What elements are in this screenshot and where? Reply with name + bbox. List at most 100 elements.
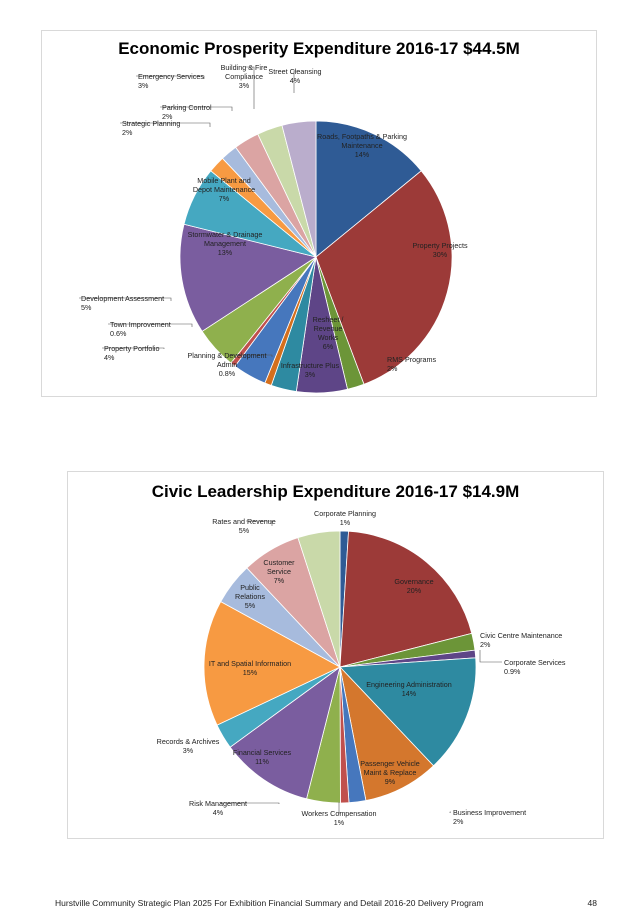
economic-prosperity-chart: Economic Prosperity Expenditure 2016-17 … (41, 30, 597, 397)
slice-label: Stormwater & Drainage Management 13% (188, 230, 263, 257)
slice-label: Customer Service 7% (263, 558, 295, 585)
slice-label: Workers Compensation 1% (302, 809, 377, 827)
slice-label-line: Compliance (225, 72, 263, 81)
slice-label-line: Relations (235, 592, 265, 601)
slice-label-line: Maint & Replace (364, 768, 417, 777)
slice-label-line: Planning & Development (187, 351, 266, 360)
slice-label: Street Cleansing 4% (268, 67, 321, 85)
pie-slice (339, 657, 477, 767)
slice-label: Civic Centre Maintenance 2% (480, 631, 562, 649)
slice-label: Records & Archives 3% (157, 737, 220, 755)
slice-label-line: 5% (81, 303, 92, 312)
slice-label-line: 11% (255, 757, 269, 766)
slice-label-line: 6% (323, 342, 334, 351)
leader-line (293, 70, 297, 93)
slice-label-line: 9% (385, 777, 396, 786)
slice-label-line: 5% (245, 601, 256, 610)
slice-label-line: Management (204, 239, 246, 248)
slice-label: Strategic Planning 2% (122, 119, 180, 137)
slice-label-line: 0.6% (110, 329, 127, 338)
slice-label-line: 2% (480, 640, 491, 649)
slice-label: Planning & Development Admin 0.8% (187, 351, 266, 378)
slice-label-line: 0.8% (219, 369, 236, 378)
slice-label-line: Property Projects (412, 241, 468, 250)
slice-label-line: IT and Spatial Information (209, 659, 291, 668)
slice-label-line: 7% (274, 576, 285, 585)
slice-label-line: Property Portfolio (104, 344, 160, 353)
slice-label-line: Works (318, 333, 339, 342)
slice-label-line: Infrastructure Plus (281, 361, 340, 370)
slice-label: Building & Fire Compliance 3% (221, 63, 268, 90)
slice-label-line: Rates and Revenue (212, 517, 276, 526)
slice-label-line: Strategic Planning (122, 119, 180, 128)
slice-label-line: 20% (407, 586, 422, 595)
slice-label-line: 4% (104, 353, 115, 362)
leader-line (246, 66, 255, 109)
slice-label: Resheet / Revenue Works 6% (313, 315, 344, 351)
slice-label-line: 1% (340, 518, 351, 527)
slice-label-line: 5% (239, 526, 250, 535)
pie-slice (315, 120, 422, 258)
footer-text: Hurstville Community Strategic Plan 2025… (55, 898, 484, 908)
pie-slice (315, 170, 453, 385)
leader-line (136, 75, 205, 79)
leader-line (102, 347, 165, 349)
slice-label: Financial Services 11% (233, 748, 292, 766)
slice-label-line: 3% (239, 81, 250, 90)
slice-label-line: Stormwater & Drainage (188, 230, 263, 239)
leader-line (479, 650, 502, 663)
slice-label: Infrastructure Plus 3% (281, 361, 340, 379)
slice-label-line: Workers Compensation (302, 809, 377, 818)
civic-leadership-chart: Civic Leadership Expenditure 2016-17 $14… (67, 471, 604, 839)
slice-label-line: Town Improvement (110, 320, 171, 329)
slice-label-line: RMS Programs (387, 355, 437, 364)
slice-label-line: Building & Fire (221, 63, 268, 72)
slice-label: Town Improvement 0.6% (110, 320, 171, 338)
slice-label-line: 13% (218, 248, 233, 257)
slice-label-line: Financial Services (233, 748, 292, 757)
slice-label-line: Business Improvement (453, 808, 526, 817)
slice-label-line: Revenue (314, 324, 343, 333)
slice-label-line: Records & Archives (157, 737, 220, 746)
slice-label-line: Passenger Vehicle (360, 759, 420, 768)
slice-label-line: Corporate Services (504, 658, 566, 667)
slice-label-line: 2% (387, 364, 398, 373)
slice-label-line: Civic Centre Maintenance (480, 631, 562, 640)
slice-label: Development Assessment 5% (81, 294, 164, 312)
slice-label-line: Roads, Footpaths & Parking (317, 132, 407, 141)
slice-label-line: 7% (219, 194, 230, 203)
slice-label-line: 1% (334, 818, 345, 827)
slice-label-line: 2% (453, 817, 464, 826)
slice-label-line: 14% (402, 689, 417, 698)
slice-label-line: 2% (122, 128, 133, 137)
slice-label-line: 3% (183, 746, 194, 755)
leader-line (246, 520, 273, 526)
slice-label: Mobile Plant and Depot Maintenance 7% (193, 176, 255, 203)
slice-label-line: Risk Management (189, 799, 247, 808)
slice-label-line: Street Cleansing (268, 67, 321, 76)
chart-title: Economic Prosperity Expenditure 2016-17 … (118, 39, 520, 58)
slice-label-line: 0.9% (504, 667, 521, 676)
leader-line (160, 106, 233, 111)
slice-label-line: Admin (217, 360, 237, 369)
slice-label-line: 3% (138, 81, 149, 90)
slice-label-line: Development Assessment (81, 294, 164, 303)
slice-label: Engineering Administration 14% (366, 680, 452, 698)
slice-label-line: Emergency Services (138, 72, 204, 81)
leader-line (79, 297, 172, 301)
slice-label: Governance 20% (394, 577, 433, 595)
slice-label-line: Customer (263, 558, 295, 567)
slice-label-line: Service (267, 567, 291, 576)
slice-label-line: Governance (394, 577, 433, 586)
slice-label-line: Depot Maintenance (193, 185, 255, 194)
pie-chart-svg: Corporate Planning 1%Governance 20%Civic C… (157, 509, 566, 827)
leader-line (449, 811, 451, 813)
slice-label-line: 4% (213, 808, 224, 817)
slice-label-line: Resheet / (313, 315, 344, 324)
slice-label: Corporate Services 0.9% (504, 658, 566, 676)
leader-line (220, 802, 280, 804)
slice-label-line: 15% (243, 668, 258, 677)
leader-line (108, 323, 193, 327)
slice-label: Property Portfolio 4% (104, 344, 160, 362)
slice-label: Public Relations 5% (235, 583, 265, 610)
